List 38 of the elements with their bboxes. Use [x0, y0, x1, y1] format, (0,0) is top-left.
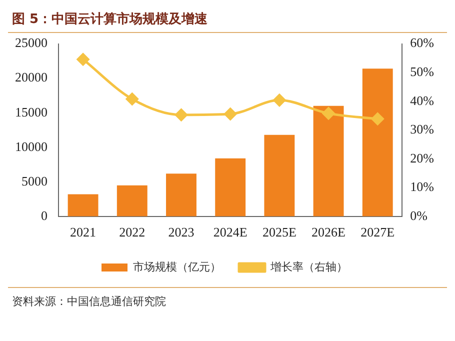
bar	[264, 134, 295, 216]
y-tick-label: 10000	[15, 138, 48, 154]
legend-label: 市场规模（亿元）	[133, 260, 221, 274]
y-tick-label: 0	[41, 208, 48, 223]
point	[322, 107, 335, 120]
y2-tick-label: 10%	[410, 179, 434, 194]
x-tick-label: 2027E	[360, 224, 395, 240]
y-tick-label: 15000	[15, 104, 48, 120]
point	[174, 108, 188, 122]
y2-tick-label: 30%	[410, 122, 434, 137]
x-tick-label: 2021	[70, 224, 96, 240]
chart-title: 图 5：中国云计算市场规模及增速	[8, 8, 447, 33]
y2-tick-label: 50%	[410, 64, 434, 79]
bar	[362, 68, 393, 216]
point	[273, 94, 286, 106]
text: 资料来源：中国信息通信研究院	[12, 294, 167, 309]
point	[224, 108, 237, 120]
y2-tick-label: 40%	[410, 92, 434, 108]
bar	[116, 185, 148, 216]
y-tick-label: 25000	[15, 35, 48, 50]
x-tick-label: 2022	[119, 224, 146, 240]
bar	[215, 158, 246, 216]
point	[126, 92, 138, 106]
y2-tick-label: 20%	[410, 150, 434, 166]
x-tick-label: 2026E	[312, 224, 346, 240]
x-tick-label: 2024E	[213, 224, 248, 240]
bar	[68, 194, 98, 216]
y2-tick-label: 60%	[410, 35, 434, 50]
x-tick-label: 2023	[168, 224, 194, 240]
bar	[313, 106, 344, 216]
y-tick-label: 5000	[22, 173, 48, 188]
y-tick-label: 20000	[15, 70, 48, 85]
point	[76, 53, 90, 66]
legend-label: 增长率（右轴）	[270, 260, 348, 274]
x-tick-label: 2025E	[262, 224, 296, 240]
bar	[166, 174, 196, 216]
point	[371, 112, 384, 126]
y2-tick-label: 0%	[410, 208, 428, 223]
